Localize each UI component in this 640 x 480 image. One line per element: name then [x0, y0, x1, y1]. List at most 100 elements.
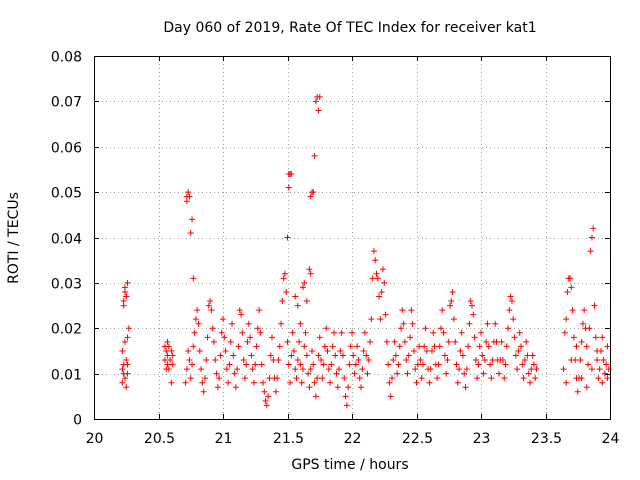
data-point — [369, 275, 376, 282]
data-point — [235, 343, 242, 350]
data-point — [189, 216, 196, 223]
data-point — [448, 298, 455, 305]
data-point — [466, 320, 473, 327]
data-point — [332, 352, 339, 359]
data-point — [594, 357, 601, 364]
data-point — [487, 361, 494, 368]
data-point — [387, 393, 394, 400]
data-point — [441, 352, 448, 359]
data-point — [119, 366, 126, 373]
data-point — [407, 334, 414, 341]
data-point — [231, 370, 238, 377]
data-point — [394, 370, 401, 377]
data-point — [599, 334, 606, 341]
data-point — [294, 302, 301, 309]
data-point — [183, 198, 190, 205]
data-point — [253, 343, 260, 350]
data-point — [248, 352, 255, 359]
data-point — [312, 98, 319, 105]
data-point — [604, 375, 611, 382]
data-point — [499, 357, 506, 364]
data-point — [299, 284, 306, 291]
data-point — [488, 375, 495, 382]
data-point — [345, 384, 352, 391]
data-point — [508, 298, 515, 305]
data-point — [350, 352, 357, 359]
data-point — [467, 298, 474, 305]
data-point — [250, 379, 257, 386]
data-point — [165, 366, 172, 373]
data-point — [125, 325, 132, 332]
data-point — [123, 357, 130, 364]
data-point — [390, 357, 397, 364]
data-point — [574, 388, 581, 395]
data-point — [245, 320, 252, 327]
data-point — [564, 288, 571, 295]
data-point — [342, 393, 349, 400]
data-point — [568, 284, 575, 291]
data-point — [267, 352, 274, 359]
data-point — [262, 397, 269, 404]
data-point — [315, 352, 322, 359]
data-point — [585, 361, 592, 368]
data-point — [578, 338, 585, 345]
data-point — [338, 329, 345, 336]
data-point — [591, 302, 598, 309]
data-point — [285, 361, 292, 368]
data-point — [515, 347, 522, 354]
data-point — [444, 357, 451, 364]
x-axis-label: GPS time / hours — [291, 457, 408, 473]
data-point — [440, 329, 447, 336]
data-point — [431, 343, 438, 350]
data-point — [373, 270, 380, 277]
data-point — [361, 329, 368, 336]
data-point — [412, 366, 419, 373]
data-point — [528, 366, 535, 373]
data-point — [120, 370, 127, 377]
data-point — [217, 352, 224, 359]
data-point — [454, 379, 461, 386]
data-point — [285, 184, 292, 191]
data-point — [392, 352, 399, 359]
data-point — [324, 347, 331, 354]
data-point — [306, 266, 313, 273]
data-point — [283, 288, 290, 295]
data-point — [470, 311, 477, 318]
data-point — [567, 275, 574, 282]
data-point — [221, 334, 228, 341]
y-tick-label: 0.02 — [51, 322, 82, 338]
data-point — [119, 347, 126, 354]
data-point — [230, 352, 237, 359]
data-point — [418, 375, 425, 382]
data-point — [445, 338, 452, 345]
data-point — [280, 275, 287, 282]
data-point — [330, 329, 337, 336]
data-point — [505, 325, 512, 332]
data-point — [422, 325, 429, 332]
data-point — [355, 357, 362, 364]
data-point — [213, 370, 220, 377]
data-point — [301, 279, 308, 286]
data-point — [218, 329, 225, 336]
data-point — [570, 334, 577, 341]
data-point — [190, 343, 197, 350]
data-point — [266, 375, 273, 382]
data-point — [374, 275, 381, 282]
data-point — [599, 379, 606, 386]
x-tick-label: 22.5 — [402, 431, 433, 447]
data-point — [383, 338, 390, 345]
data-point — [185, 347, 192, 354]
data-point — [288, 170, 295, 177]
data-point — [243, 361, 250, 368]
data-point — [506, 307, 513, 314]
grid-lines — [94, 56, 610, 419]
data-point — [378, 288, 385, 295]
data-point — [161, 357, 168, 364]
data-point — [208, 307, 215, 314]
data-point — [372, 257, 379, 264]
data-point — [301, 343, 308, 350]
data-point — [311, 379, 318, 386]
data-point — [395, 361, 402, 368]
data-point — [481, 357, 488, 364]
data-point — [386, 379, 393, 386]
